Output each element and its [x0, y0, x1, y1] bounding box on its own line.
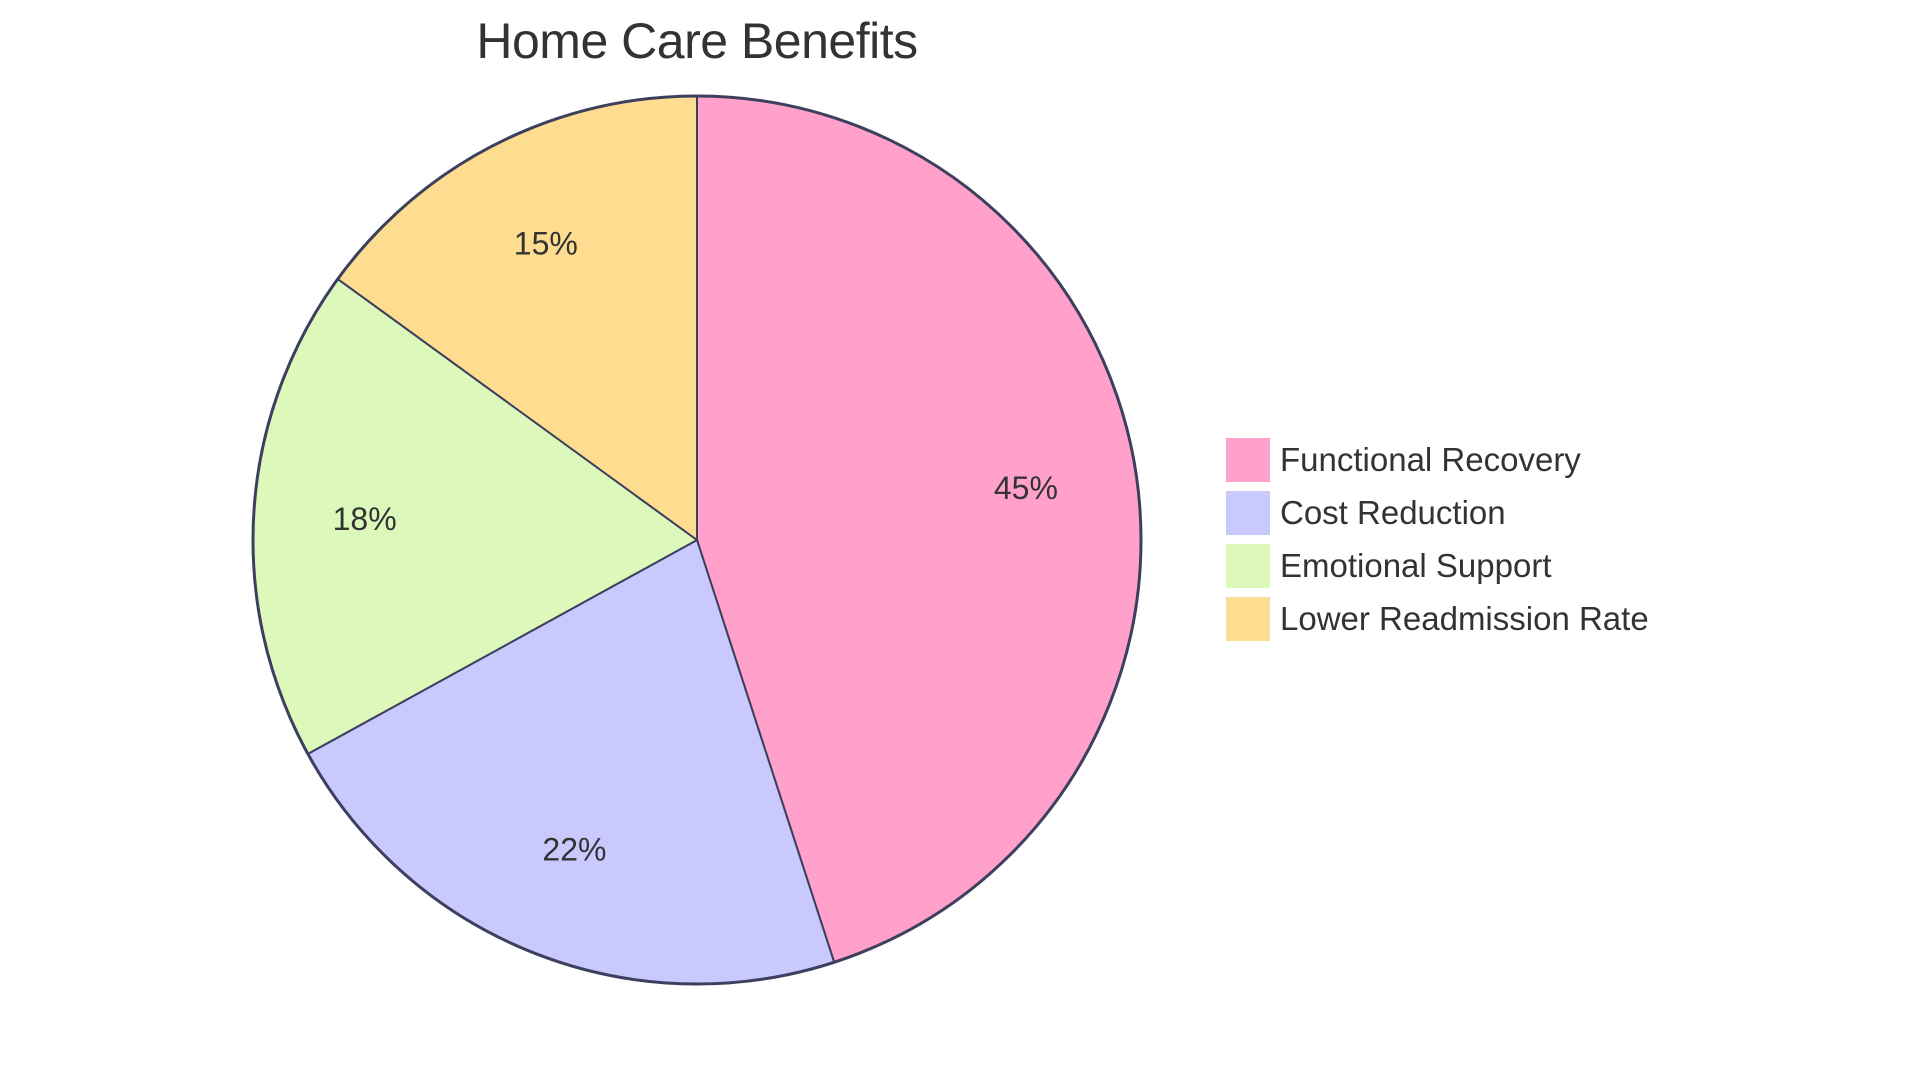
pie-outline — [251, 94, 1143, 986]
slice-label-functional-recovery: 45% — [994, 470, 1058, 506]
legend-item-cost-reduction: Cost Reduction — [1226, 486, 1649, 539]
legend-item-lower-readmission-rate: Lower Readmission Rate — [1226, 592, 1649, 645]
legend-swatch — [1226, 596, 1270, 641]
legend-swatch — [1226, 437, 1270, 482]
legend-label: Emotional Support — [1280, 546, 1552, 584]
legend-label: Lower Readmission Rate — [1280, 599, 1649, 637]
slice-labels: 45% 22% 18% 15% — [333, 225, 1058, 867]
legend: Functional Recovery Cost Reduction Emoti… — [1226, 433, 1649, 645]
legend-swatch — [1226, 543, 1270, 588]
pie-slices — [252, 94, 1142, 985]
chart-title: Home Care Benefits — [476, 13, 918, 69]
legend-label: Functional Recovery — [1280, 440, 1581, 478]
legend-label: Cost Reduction — [1280, 493, 1506, 531]
slice-label-emotional-support: 18% — [333, 501, 397, 537]
legend-swatch — [1226, 490, 1270, 535]
slice-label-cost-reduction: 22% — [542, 832, 606, 868]
legend-item-emotional-support: Emotional Support — [1226, 539, 1649, 592]
slice-label-lower-readmission-rate: 15% — [514, 225, 578, 261]
legend-item-functional-recovery: Functional Recovery — [1226, 433, 1649, 486]
